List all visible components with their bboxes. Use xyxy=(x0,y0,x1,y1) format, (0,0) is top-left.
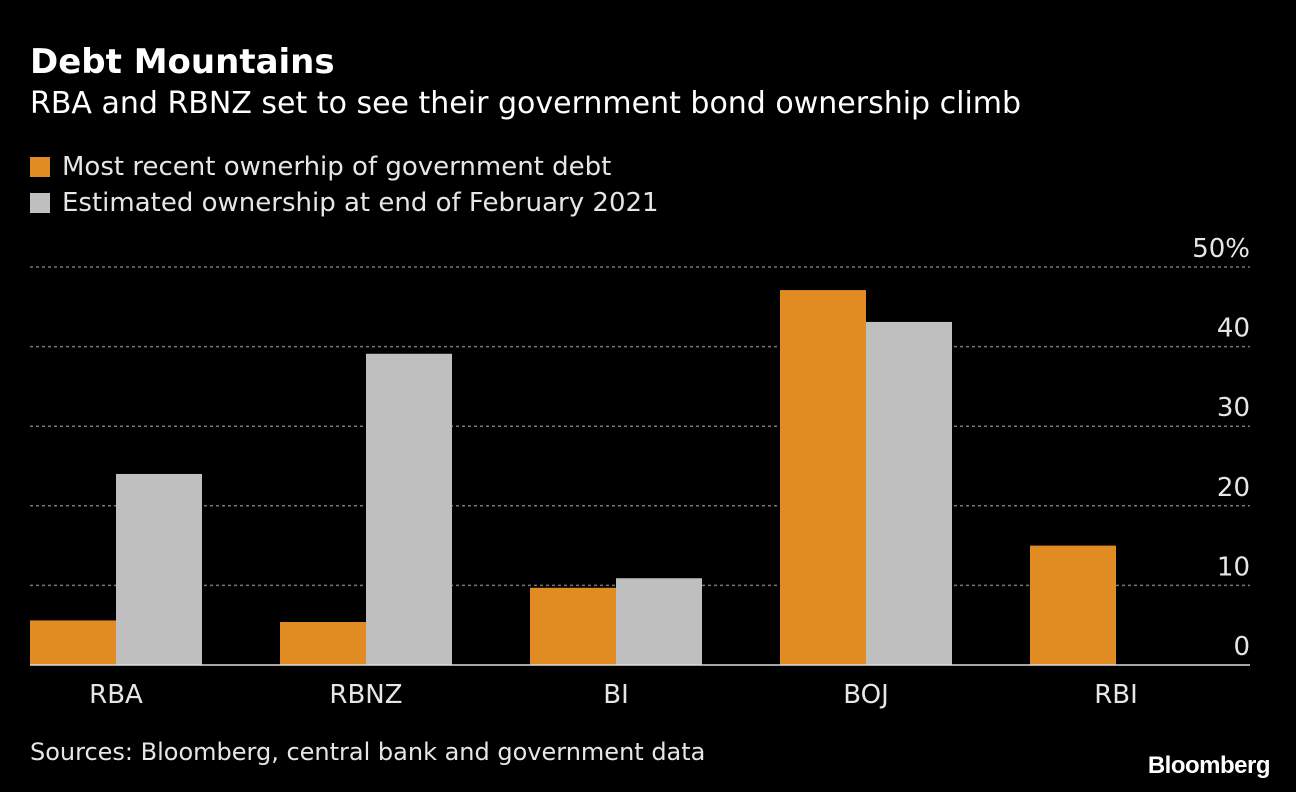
x-tick-label: RBI xyxy=(1094,680,1138,710)
y-tick-label: 20 xyxy=(1217,473,1250,503)
chart-subtitle: RBA and RBNZ set to see their government… xyxy=(30,86,1022,121)
y-tick-label: 50% xyxy=(1192,234,1250,264)
y-tick-label: 30 xyxy=(1217,393,1250,423)
legend-label: Most recent ownerhip of government debt xyxy=(62,152,612,182)
bar-rba-recent xyxy=(30,620,116,665)
x-tick-label: RBNZ xyxy=(329,680,402,710)
y-tick-label: 40 xyxy=(1217,314,1250,344)
bar-bi-recent xyxy=(530,587,616,665)
bar-rba-estimated xyxy=(116,473,202,665)
bar-rbnz-recent xyxy=(280,622,366,665)
legend-item-estimated: Estimated ownership at end of February 2… xyxy=(30,188,659,218)
bloomberg-logo: Bloomberg xyxy=(1147,752,1271,779)
x-tick-label: BOJ xyxy=(843,680,889,710)
y-tick-label: 10 xyxy=(1217,552,1250,582)
bar-rbnz-estimated xyxy=(366,353,452,665)
chart-title: Debt Mountains xyxy=(30,42,335,82)
legend-item-recent: Most recent ownerhip of government debt xyxy=(30,152,611,182)
legend-label: Estimated ownership at end of February 2… xyxy=(62,188,659,218)
legend-swatch-orange xyxy=(30,157,50,177)
bar-rbi-recent xyxy=(1030,545,1116,665)
legend-swatch-gray xyxy=(30,193,50,213)
bar-bi-estimated xyxy=(616,578,702,665)
source-note: Sources: Bloomberg, central bank and gov… xyxy=(30,738,706,766)
bar-boj-recent xyxy=(780,290,866,665)
x-tick-label: BI xyxy=(603,680,629,710)
bar-boj-estimated xyxy=(866,321,952,665)
y-tick-label: 0 xyxy=(1233,632,1250,662)
x-tick-label: RBA xyxy=(89,680,143,710)
